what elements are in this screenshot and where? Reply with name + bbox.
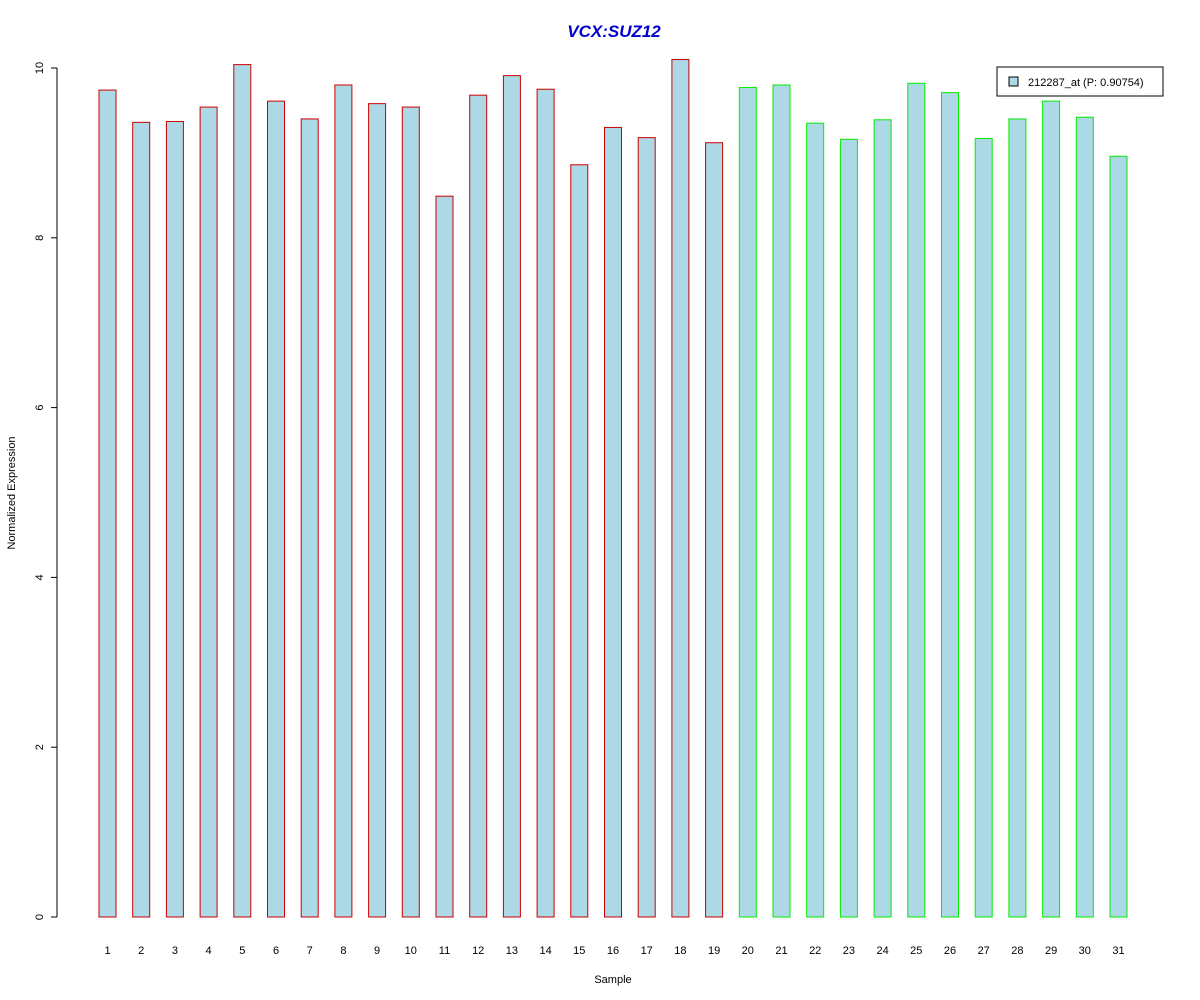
x-axis-tick-label: 20 bbox=[742, 945, 754, 957]
bar bbox=[401, 106, 420, 918]
bar bbox=[1042, 100, 1061, 918]
x-axis-tick-label: 30 bbox=[1079, 945, 1091, 957]
bar bbox=[1075, 116, 1094, 918]
x-axis-tick-label: 3 bbox=[172, 945, 178, 957]
legend-swatch bbox=[1008, 76, 1019, 87]
bar bbox=[334, 84, 353, 918]
bar bbox=[233, 64, 252, 918]
bar bbox=[637, 137, 656, 918]
bar bbox=[738, 87, 757, 918]
bar bbox=[974, 137, 993, 918]
x-axis-tick-label: 19 bbox=[708, 945, 720, 957]
x-axis-tick-label: 24 bbox=[876, 945, 888, 957]
x-axis-tick-label: 12 bbox=[472, 945, 484, 957]
x-axis-tick-label: 13 bbox=[506, 945, 518, 957]
bar bbox=[1008, 118, 1027, 918]
bar bbox=[772, 84, 791, 918]
bar bbox=[502, 75, 521, 918]
bar bbox=[705, 142, 724, 918]
bar bbox=[469, 94, 488, 918]
bars bbox=[98, 59, 1128, 918]
x-axis-tick-label: 11 bbox=[439, 945, 450, 957]
x-axis-tick-label: 22 bbox=[809, 945, 821, 957]
x-axis-tick-label: 25 bbox=[910, 945, 922, 957]
x-axis-tick-label: 4 bbox=[206, 945, 212, 957]
y-axis-tick-label: 4 bbox=[34, 574, 46, 580]
x-axis-tick-label: 17 bbox=[641, 945, 653, 957]
x-axis-label: Sample bbox=[594, 974, 631, 986]
y-axis-tick-label: 2 bbox=[34, 744, 46, 750]
y-axis-tick-label: 0 bbox=[34, 914, 46, 920]
x-axis-tick-label: 21 bbox=[775, 945, 787, 957]
x-axis-tick-label: 9 bbox=[374, 945, 380, 957]
x-axis-tick-label: 5 bbox=[239, 945, 245, 957]
legend-entry: 212287_at (P: 0.90754) bbox=[1028, 77, 1144, 89]
x-axis-tick-label: 29 bbox=[1045, 945, 1057, 957]
x-axis-tick-label: 2 bbox=[138, 945, 144, 957]
legend: 212287_at (P: 0.90754) bbox=[996, 66, 1164, 97]
x-axis-tick-label: 31 bbox=[1112, 945, 1124, 957]
bar bbox=[907, 82, 926, 918]
x-axis-tick-label: 16 bbox=[607, 945, 619, 957]
y-axis-tick-label: 6 bbox=[34, 405, 46, 411]
x-axis-tick-label: 27 bbox=[978, 945, 990, 957]
bar bbox=[671, 59, 690, 918]
bar bbox=[536, 88, 555, 918]
x-axis-tick-label: 8 bbox=[340, 945, 346, 957]
bar bbox=[267, 100, 285, 918]
bar bbox=[368, 103, 387, 918]
x-axis-tick-label: 10 bbox=[405, 945, 417, 957]
x-axis-tick-label: 6 bbox=[273, 945, 279, 957]
bar bbox=[1109, 155, 1128, 918]
x-axis-tick-label: 23 bbox=[843, 945, 855, 957]
legend-box bbox=[996, 66, 1164, 97]
x-axis-tick-label: 18 bbox=[674, 945, 686, 957]
x-axis-tick-labels: 1 2 3 4 5 6 7 8 9 10 11 12 13 14 15 16 17 18 19 20 21 22 23 24 2… bbox=[104, 945, 1124, 957]
x-axis-tick-label: 26 bbox=[944, 945, 956, 957]
bar bbox=[873, 119, 892, 918]
x-axis-tick-label: 1 bbox=[104, 945, 110, 957]
x-axis-tick-label: 14 bbox=[539, 945, 551, 957]
x-axis-tick-label: 7 bbox=[307, 945, 313, 957]
y-axis-label: Normalized Expression bbox=[6, 436, 18, 549]
chart-title: VCX:SUZ12 bbox=[567, 22, 661, 41]
x-axis-tick-label: 15 bbox=[573, 945, 585, 957]
y-axis-tick-label: 10 bbox=[34, 62, 46, 74]
bar bbox=[604, 126, 622, 918]
bar bbox=[941, 92, 959, 918]
y-axis-tick-label: 8 bbox=[34, 235, 46, 241]
bar bbox=[199, 106, 218, 918]
bar bbox=[806, 122, 825, 918]
bar bbox=[570, 164, 589, 918]
bar bbox=[132, 121, 151, 918]
y-axis: 0 2 4 6 8 10 bbox=[34, 62, 58, 920]
bar bbox=[165, 120, 184, 918]
bar bbox=[98, 89, 117, 918]
bar bbox=[300, 118, 319, 918]
bar bbox=[839, 138, 858, 918]
x-axis-tick-label: 28 bbox=[1011, 945, 1023, 957]
bar bbox=[435, 195, 454, 918]
